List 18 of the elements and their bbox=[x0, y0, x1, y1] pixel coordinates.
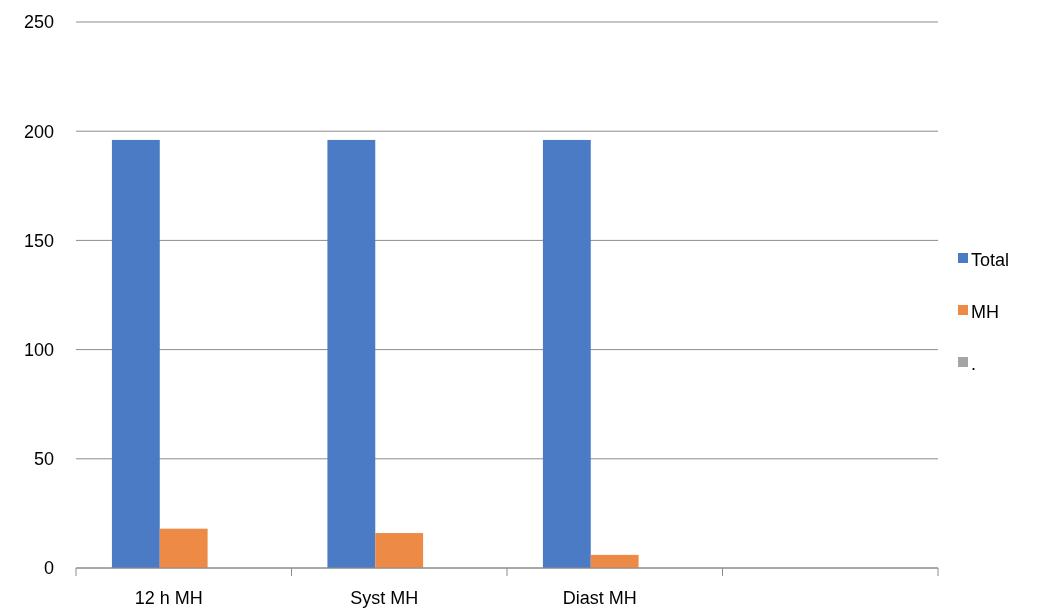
x-tick-label: Diast MH bbox=[562, 588, 637, 608]
bar bbox=[111, 139, 160, 568]
y-tick-label: 100 bbox=[23, 339, 54, 360]
bar bbox=[375, 533, 424, 568]
bar bbox=[159, 528, 208, 568]
y-tick-label: 150 bbox=[23, 230, 54, 251]
legend-label: Total bbox=[971, 250, 1010, 271]
bar bbox=[542, 139, 591, 568]
bar bbox=[590, 554, 639, 568]
legend-label: MH bbox=[971, 302, 999, 323]
bar bbox=[327, 139, 376, 568]
x-tick-label: 12 h MH bbox=[134, 588, 203, 608]
x-tick-label: Syst MH bbox=[350, 588, 419, 608]
y-tick-label: 50 bbox=[33, 449, 54, 470]
legend-label: . bbox=[971, 354, 977, 375]
y-tick-label: 200 bbox=[23, 121, 54, 142]
y-tick-label: 250 bbox=[23, 12, 54, 33]
y-tick-label: 0 bbox=[43, 558, 54, 579]
